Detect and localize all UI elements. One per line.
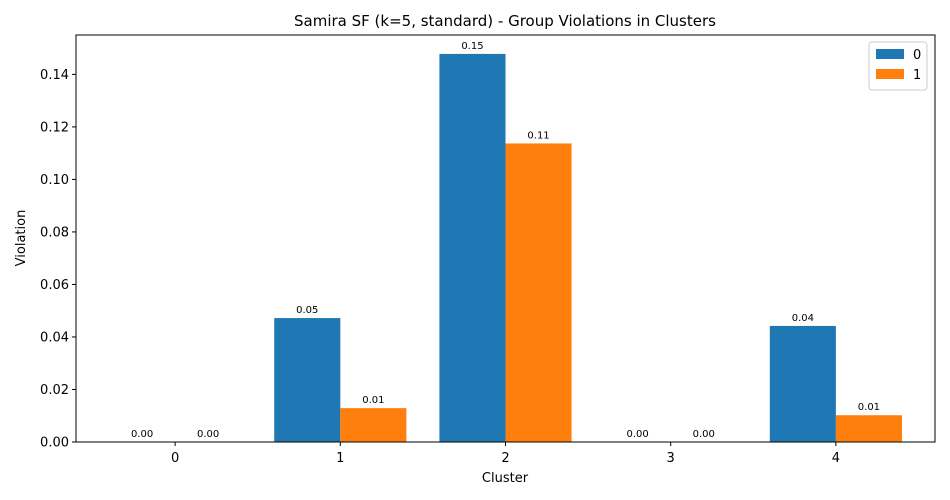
y-tick-label: 0.06: [40, 278, 69, 293]
legend-label: 1: [913, 68, 921, 83]
legend-swatch: [876, 49, 904, 59]
legend: 01: [868, 41, 928, 91]
data-label: 0.01: [362, 395, 384, 406]
legend-label: 0: [913, 48, 921, 63]
bar: [835, 415, 902, 442]
data-label: 0.00: [197, 429, 219, 440]
chart-title: Samira SF (k=5, standard) - Group Violat…: [294, 12, 716, 30]
y-tick-label: 0.08: [40, 225, 69, 240]
x-tick-label: 4: [832, 451, 840, 466]
y-tick-label: 0.00: [40, 436, 69, 451]
plot-area: 0.00 0.05 0.15 0.00 0.04 0.00 0.01 0.11 0.00 0.01…: [40, 34, 936, 466]
y-tick-label: 0.14: [40, 68, 69, 83]
data-label: 0.11: [527, 130, 549, 141]
bar: [439, 53, 506, 442]
y-tick-label: 0.02: [40, 383, 69, 398]
bar: [769, 325, 836, 442]
x-axis-label: Cluster: [482, 471, 529, 486]
legend-swatch: [876, 69, 904, 79]
bar: [505, 143, 572, 442]
x-tick-label: 0: [171, 451, 179, 466]
x-tick-label: 3: [667, 451, 675, 466]
data-label: 0.00: [627, 429, 649, 440]
data-label: 0.15: [461, 41, 483, 52]
x-tick-label: 2: [501, 451, 509, 466]
y-tick-label: 0.10: [40, 173, 69, 188]
y-tick-label: 0.12: [40, 120, 69, 135]
data-label: 0.05: [296, 305, 318, 316]
data-label: 0.00: [693, 429, 715, 440]
bar: [340, 408, 407, 442]
y-axis-label: Violation: [14, 210, 29, 267]
data-label: 0.04: [792, 313, 814, 324]
data-label: 0.00: [131, 429, 153, 440]
bar: [274, 318, 341, 442]
y-tick-label: 0.04: [40, 330, 69, 345]
data-label: 0.01: [858, 402, 880, 413]
x-tick-label: 1: [336, 451, 344, 466]
